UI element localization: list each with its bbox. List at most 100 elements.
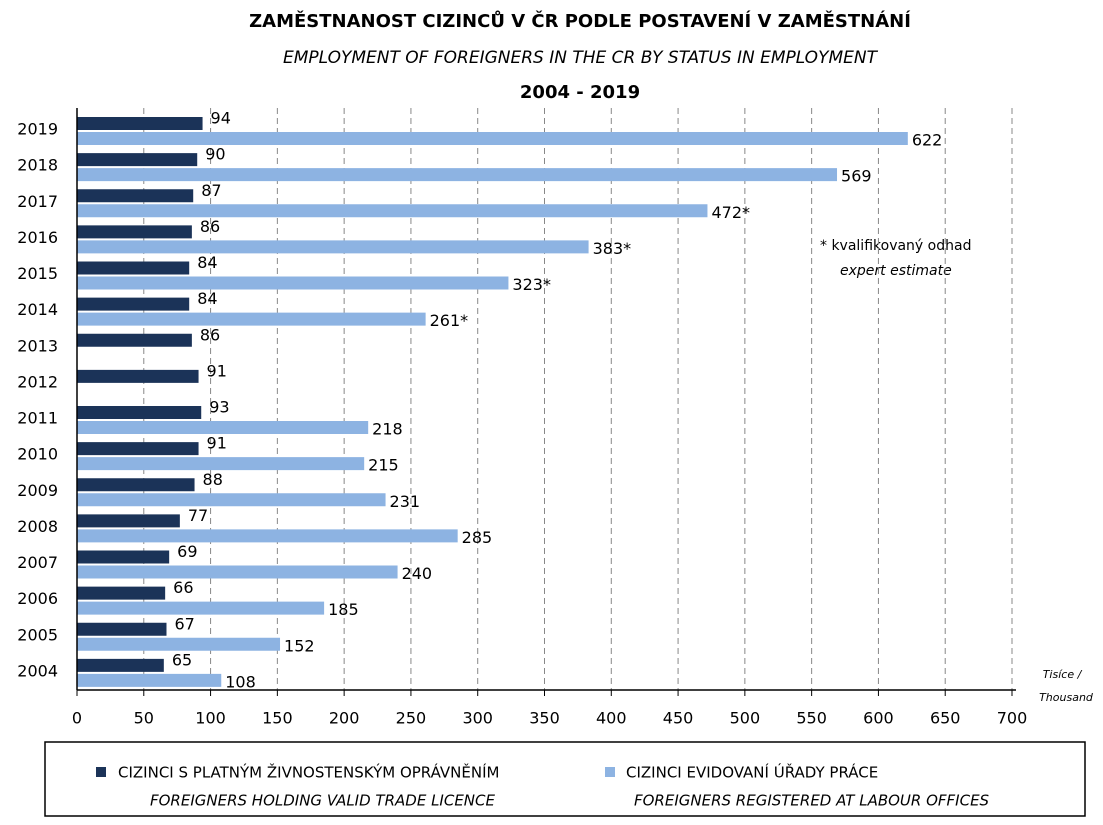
bar: [77, 189, 194, 203]
value-label: 152: [284, 636, 315, 655]
x-tick-label: 700: [997, 709, 1028, 728]
value-label: 383*: [593, 239, 632, 258]
x-tick-label: 50: [134, 709, 154, 728]
chart-period: 2004 - 2019: [520, 82, 640, 103]
bar: [77, 153, 198, 167]
bar: [77, 204, 708, 218]
legend-box: [44, 741, 1086, 817]
x-tick-label: 200: [329, 709, 360, 728]
y-tick-label: 2011: [17, 409, 58, 428]
value-label: 622: [912, 131, 943, 150]
bar: [77, 457, 365, 471]
y-tick-label: 2008: [17, 517, 58, 536]
value-label: 86: [200, 325, 220, 344]
bar: [77, 493, 386, 507]
value-label: 77: [188, 506, 208, 525]
x-tick-label: 250: [396, 709, 427, 728]
value-label: 108: [225, 672, 256, 691]
unit-label: Tisíce /: [1043, 668, 1083, 681]
bar: [77, 312, 426, 326]
x-tick-label: 500: [730, 709, 761, 728]
value-label: 472*: [711, 203, 750, 222]
value-label: 88: [203, 470, 223, 489]
y-tick-label: 2004: [17, 661, 58, 680]
value-label: 185: [328, 600, 359, 619]
x-tick-label: 400: [596, 709, 627, 728]
bar: [77, 132, 908, 145]
y-tick-label: 2014: [17, 300, 58, 319]
note: expert estimate: [840, 263, 952, 279]
y-tick-label: 2009: [17, 481, 58, 500]
bar: [77, 333, 192, 347]
legend-swatch: [605, 767, 615, 777]
bar: [77, 421, 369, 434]
y-tick-label: 2019: [17, 120, 58, 139]
legend-label: FOREIGNERS HOLDING VALID TRADE LICENCE: [150, 792, 495, 810]
bar: [77, 565, 398, 579]
unit-label: Thousand: [1039, 691, 1094, 704]
y-tick-label: 2018: [17, 156, 58, 175]
value-label: 69: [177, 542, 197, 561]
x-tick-label: 450: [663, 709, 694, 728]
x-tick-label: 0: [72, 709, 82, 728]
bar: [77, 478, 195, 492]
value-label: 91: [207, 434, 227, 453]
bar: [77, 637, 281, 651]
y-tick-label: 2013: [17, 336, 58, 355]
y-tick-label: 2007: [17, 553, 58, 572]
value-label: 215: [368, 456, 399, 475]
value-label: 87: [201, 181, 221, 200]
bar: [77, 586, 166, 600]
x-tick-label: 300: [462, 709, 493, 728]
y-tick-label: 2017: [17, 192, 58, 211]
value-label: 261*: [430, 311, 469, 330]
value-label: 91: [207, 361, 227, 380]
bar: [77, 529, 458, 543]
bar: [77, 168, 838, 182]
bar: [77, 406, 202, 419]
value-label: 240: [402, 564, 433, 583]
legend-label: CIZINCI S PLATNÝM ŽIVNOSTENSKÝM OPRÁVNĚN…: [118, 763, 499, 782]
value-label: 67: [174, 614, 194, 633]
bar: [77, 442, 199, 456]
bar: [77, 658, 164, 672]
value-label: 65: [172, 650, 192, 669]
legend-swatch: [96, 767, 106, 777]
value-label: 569: [841, 167, 872, 186]
y-tick-label: 2012: [17, 372, 58, 391]
value-label: 90: [205, 145, 225, 164]
y-tick-label: 2010: [17, 445, 58, 464]
x-tick-label: 650: [930, 709, 961, 728]
value-label: 66: [173, 578, 193, 597]
bar: [77, 601, 325, 615]
bar: [77, 550, 170, 564]
value-label: 84: [197, 289, 217, 308]
value-label: 84: [197, 253, 217, 272]
chart-title: ZAMĚSTNANOST CIZINCŮ V ČR PODLE POSTAVEN…: [249, 9, 911, 32]
x-tick-label: 350: [529, 709, 560, 728]
bar: [77, 297, 190, 311]
bar: [77, 261, 190, 275]
bar: [77, 369, 199, 383]
value-label: 86: [200, 217, 220, 236]
value-label: 323*: [512, 275, 551, 294]
x-tick-label: 100: [195, 709, 226, 728]
value-label: 94: [211, 109, 231, 128]
bar: [77, 276, 509, 290]
y-tick-label: 2016: [17, 228, 58, 247]
bar: [77, 240, 589, 254]
value-label: 93: [209, 398, 229, 417]
value-label: 285: [462, 528, 493, 547]
x-tick-label: 150: [262, 709, 293, 728]
value-label: 218: [372, 420, 403, 439]
y-tick-label: 2015: [17, 264, 58, 283]
note: * kvalifikovaný odhad: [820, 238, 971, 254]
legend-label: FOREIGNERS REGISTERED AT LABOUR OFFICES: [634, 792, 990, 810]
bar: [77, 622, 167, 636]
chart-subtitle: EMPLOYMENT OF FOREIGNERS IN THE CR BY ST…: [283, 48, 879, 68]
y-tick-label: 2005: [17, 625, 58, 644]
value-label: 231: [390, 492, 421, 511]
y-tick-label: 2006: [17, 589, 58, 608]
x-tick-label: 550: [796, 709, 827, 728]
